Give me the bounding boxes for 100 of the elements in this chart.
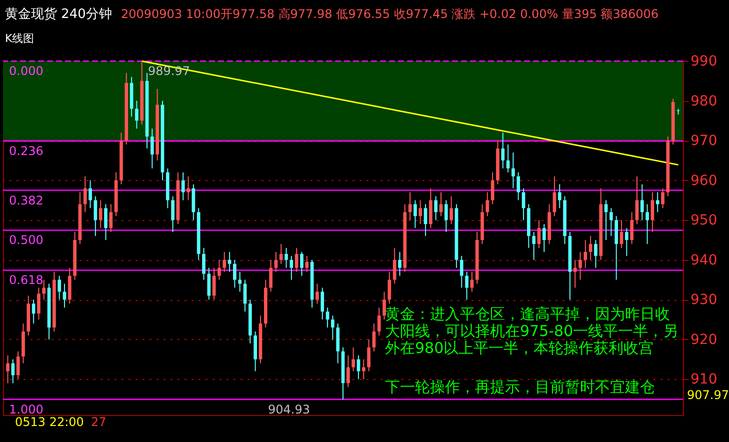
candlestick	[68, 267, 72, 304]
annotation: 大阳线，可以择机在975-80一线平一半，另	[385, 322, 678, 340]
candlestick	[661, 188, 664, 209]
candlestick	[418, 200, 422, 225]
candlestick	[94, 196, 98, 237]
candlestick	[320, 287, 324, 320]
candlestick	[516, 172, 520, 201]
candlestick	[218, 259, 221, 280]
annotation: 27	[91, 415, 106, 429]
candlestick	[228, 251, 232, 272]
candlestick	[578, 251, 582, 280]
candlestick	[414, 200, 417, 229]
candlestick	[429, 188, 432, 229]
y-tick-label: 970	[690, 133, 718, 150]
candlestick	[501, 132, 505, 169]
candlestick	[460, 255, 464, 288]
candlestick	[58, 275, 62, 300]
candlestick	[604, 200, 608, 240]
chart-title: 黄金现货 240分钟	[5, 7, 112, 22]
annotation: 904.93	[268, 402, 310, 416]
y-tick-label: 940	[690, 252, 718, 268]
candlestick	[98, 200, 102, 229]
candlestick	[594, 239, 598, 268]
text: 907.97	[687, 388, 729, 402]
candlestick	[238, 271, 242, 292]
candlestick	[650, 192, 654, 233]
candlestick	[388, 271, 392, 304]
candlestick	[135, 100, 138, 130]
candlestick	[254, 330, 257, 372]
candlestick	[439, 192, 443, 217]
candlestick	[305, 255, 309, 272]
candlestick	[382, 291, 386, 320]
candlestick	[104, 204, 108, 240]
candlestick	[42, 279, 46, 300]
candlestick	[88, 180, 92, 209]
candlestick	[181, 172, 185, 201]
candlestick	[269, 259, 272, 292]
y-tick-label: 910	[690, 372, 718, 388]
candlestick	[444, 200, 448, 233]
annotation: 下一轮操作，再提示，目前暂时不宜建仓	[385, 378, 655, 396]
candlestick	[558, 184, 562, 209]
candlestick	[109, 204, 113, 233]
text: K线图	[5, 32, 34, 45]
candlestick	[465, 271, 468, 300]
chart-subtitle: 20090903 10:00开977.58 高977.98 低976.55 收977.45 涨跌 +0.02 0.00% 量395 额386006	[121, 7, 659, 21]
candlestick	[542, 224, 546, 252]
candlestick	[316, 283, 319, 304]
y-tick-label: 960	[690, 172, 718, 189]
candlestick	[398, 251, 402, 276]
candlestick	[620, 220, 624, 248]
annotation: 0513 22:00	[15, 415, 84, 429]
candlestick	[434, 196, 438, 221]
candlestick	[532, 232, 536, 260]
annotation: 外在980以上平一半，本轮操作获利收宫	[385, 339, 654, 357]
candlestick	[573, 259, 577, 288]
candlestick	[486, 192, 490, 217]
annotation: 0.236	[9, 144, 44, 158]
candlestick	[37, 287, 40, 320]
candlestick	[222, 251, 226, 272]
candlestick	[284, 247, 288, 268]
y-tick-label: 990	[690, 54, 718, 70]
candlestick	[424, 204, 428, 237]
candlestick	[243, 279, 247, 312]
candlestick	[150, 128, 154, 169]
candlestick	[331, 315, 334, 340]
candlestick	[346, 354, 350, 388]
candlestick	[537, 220, 541, 248]
candlestick	[290, 255, 294, 280]
candlestick	[171, 196, 174, 233]
candlestick	[62, 283, 66, 308]
candlestick	[16, 350, 20, 380]
candlestick	[367, 338, 370, 372]
candlestick	[392, 247, 396, 284]
y-tick-label: 930	[690, 292, 718, 308]
candlestick	[614, 216, 618, 280]
candlestick	[6, 354, 10, 384]
candlestick	[377, 307, 381, 336]
candlestick	[207, 267, 211, 300]
annotation: 0.500	[9, 233, 44, 248]
candlestick	[362, 358, 366, 380]
candlestick	[610, 208, 613, 237]
y-tick-label: 980	[690, 93, 718, 110]
candlestick	[279, 243, 283, 264]
candlestick	[656, 192, 660, 213]
annotation: 0.000	[9, 64, 44, 78]
candlestick	[336, 323, 340, 364]
candlestick	[32, 299, 36, 324]
annotation: 1.000	[9, 402, 44, 416]
candlestick	[630, 212, 634, 244]
candlestick	[372, 323, 376, 352]
candlestick	[186, 176, 190, 201]
candlestick	[233, 259, 236, 288]
candlestick	[640, 184, 644, 221]
candlestick	[294, 247, 298, 272]
candlestick	[512, 152, 515, 189]
y-tick-label: 950	[690, 212, 718, 229]
y-tick-label: 920	[690, 332, 718, 348]
candlestick	[635, 176, 639, 225]
candlestick	[274, 251, 278, 272]
candlestick	[506, 144, 510, 173]
